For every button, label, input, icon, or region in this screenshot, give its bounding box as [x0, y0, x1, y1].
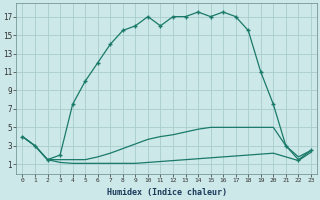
X-axis label: Humidex (Indice chaleur): Humidex (Indice chaleur) [107, 188, 227, 197]
